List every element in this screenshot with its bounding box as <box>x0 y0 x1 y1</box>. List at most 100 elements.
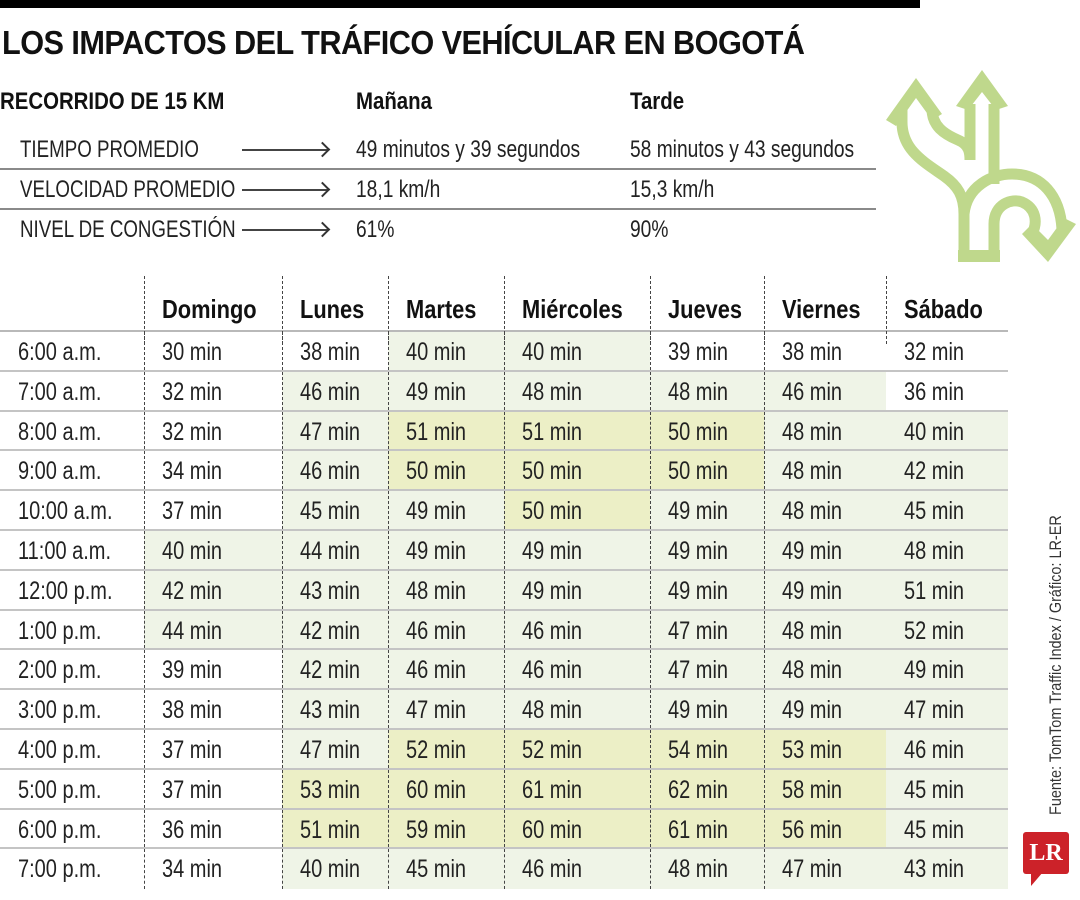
column-divider <box>764 809 765 848</box>
table-cell: 53 min <box>282 769 388 808</box>
table-row: 1:00 p.m. 44 min 42 min 46 min 46 min 47 min 4… <box>0 610 1008 651</box>
table-row: 7:00 p.m. 34 min 40 min 45 min 46 min 48 min 4… <box>0 849 1008 890</box>
cell-value: 45 min <box>904 497 965 526</box>
column-divider <box>504 451 505 490</box>
column-divider <box>650 530 651 569</box>
table-cell: 37 min <box>144 730 282 768</box>
table-cell: 48 min <box>764 650 886 689</box>
column-divider <box>388 276 389 344</box>
time-label: 12:00 p.m. <box>18 576 113 605</box>
table-cell: 51 min <box>886 570 1008 609</box>
column-divider <box>764 769 765 808</box>
cell-value: 51 min <box>904 576 965 605</box>
table-cell: 43 min <box>282 690 388 728</box>
split-road-arrows-icon <box>886 70 1076 262</box>
cell-value: 48 min <box>782 417 843 446</box>
table-cell: 40 min <box>504 332 650 370</box>
table-row: 12:00 p.m. 42 min 43 min 48 min 49 min 49 min… <box>0 570 1008 611</box>
cell-value: 50 min <box>406 457 467 486</box>
cell-value: 49 min <box>522 536 583 565</box>
summary-label: VELOCIDAD PROMEDIO <box>20 176 236 203</box>
column-divider <box>650 411 651 450</box>
table-cell: 47 min <box>650 610 764 649</box>
table-cell: 40 min <box>282 849 388 890</box>
column-divider <box>388 849 389 890</box>
cell-value: 42 min <box>300 616 361 645</box>
cell-value: 46 min <box>904 735 965 764</box>
table-cell: 45 min <box>388 849 504 890</box>
column-divider <box>764 849 765 890</box>
time-label: 2:00 p.m. <box>18 656 102 685</box>
table-cell: 52 min <box>388 729 504 768</box>
cell-value: 49 min <box>406 497 467 526</box>
column-divider <box>886 276 887 344</box>
cell-value: 43 min <box>300 576 361 605</box>
table-cell: 37 min <box>144 770 282 808</box>
summary-label: NIVEL DE CONGESTIÓN <box>20 216 236 243</box>
table-cell: 49 min <box>764 530 886 569</box>
table-cell: 46 min <box>504 610 650 649</box>
column-divider <box>144 371 145 410</box>
table-cell: 49 min <box>650 690 764 728</box>
table-cell: 50 min <box>504 451 650 490</box>
column-divider <box>650 610 651 649</box>
summary-heading: RECORRIDO DE 15 KM <box>0 88 225 115</box>
time-label: 11:00 a.m. <box>18 536 112 565</box>
table-cell: 49 min <box>886 650 1008 689</box>
summary-row-time: TIEMPO PROMEDIO 49 minutos y 39 segundos… <box>0 130 876 170</box>
column-divider <box>764 690 765 728</box>
table-cell: 48 min <box>764 491 886 529</box>
time-label: 8:00 a.m. <box>18 417 102 446</box>
time-label: 7:00 p.m. <box>18 855 102 884</box>
page-title: LOS IMPACTOS DEL TRÁFICO VEHÍCULAR EN BO… <box>2 24 805 61</box>
table-cell: 54 min <box>650 729 764 768</box>
column-divider <box>504 690 505 728</box>
cell-value: 62 min <box>668 775 729 804</box>
table-cell: 34 min <box>144 849 282 889</box>
time-label: 7:00 a.m. <box>18 377 102 406</box>
column-divider <box>282 729 283 768</box>
column-divider <box>144 610 145 649</box>
cell-value: 60 min <box>406 775 467 804</box>
cell-value: 36 min <box>162 815 223 844</box>
cell-value: 37 min <box>162 497 223 526</box>
column-divider <box>650 809 651 848</box>
table-row: 8:00 a.m. 32 min 47 min 51 min 51 min 50 min 4… <box>0 411 1008 452</box>
cell-value: 37 min <box>162 775 223 804</box>
summary-col-afternoon: Tarde <box>630 88 685 115</box>
column-divider <box>650 570 651 609</box>
column-divider <box>650 650 651 689</box>
cell-value: 46 min <box>522 855 583 884</box>
cell-value: 56 min <box>782 815 843 844</box>
table-cell: 58 min <box>764 769 886 808</box>
column-divider <box>764 451 765 490</box>
cell-value: 40 min <box>522 338 583 366</box>
cell-value: 47 min <box>668 656 729 685</box>
cell-value: 49 min <box>782 536 843 565</box>
table-cell: 39 min <box>650 332 764 370</box>
table-cell: 47 min <box>282 729 388 768</box>
table-cell: 42 min <box>282 610 388 649</box>
column-divider <box>650 690 651 728</box>
cell-value: 51 min <box>406 417 467 446</box>
table-cell: 46 min <box>886 729 1008 768</box>
table-cell: 42 min <box>282 650 388 689</box>
column-header: Sábado <box>904 294 983 324</box>
table-cell: 45 min <box>886 769 1008 808</box>
table-cell: 56 min <box>764 809 886 848</box>
table-cell: 45 min <box>886 491 1008 529</box>
cell-value: 46 min <box>782 377 843 406</box>
column-divider <box>504 371 505 410</box>
cell-value: 46 min <box>406 656 467 685</box>
cell-value: 52 min <box>522 735 583 764</box>
summary-morning-value: 49 minutos y 39 segundos <box>356 136 581 163</box>
cell-value: 47 min <box>904 696 965 725</box>
column-divider <box>144 729 145 768</box>
column-divider <box>764 491 765 529</box>
source-credit: Fuente: TomTom Traffic Index / Gráfico: … <box>1046 515 1065 815</box>
table-cell: 46 min <box>504 849 650 890</box>
column-divider <box>764 332 765 370</box>
table-row: 9:00 a.m. 34 min 46 min 50 min 50 min 50 min 4… <box>0 451 1008 492</box>
table-cell: 52 min <box>886 610 1008 649</box>
cell-value: 32 min <box>904 338 965 366</box>
